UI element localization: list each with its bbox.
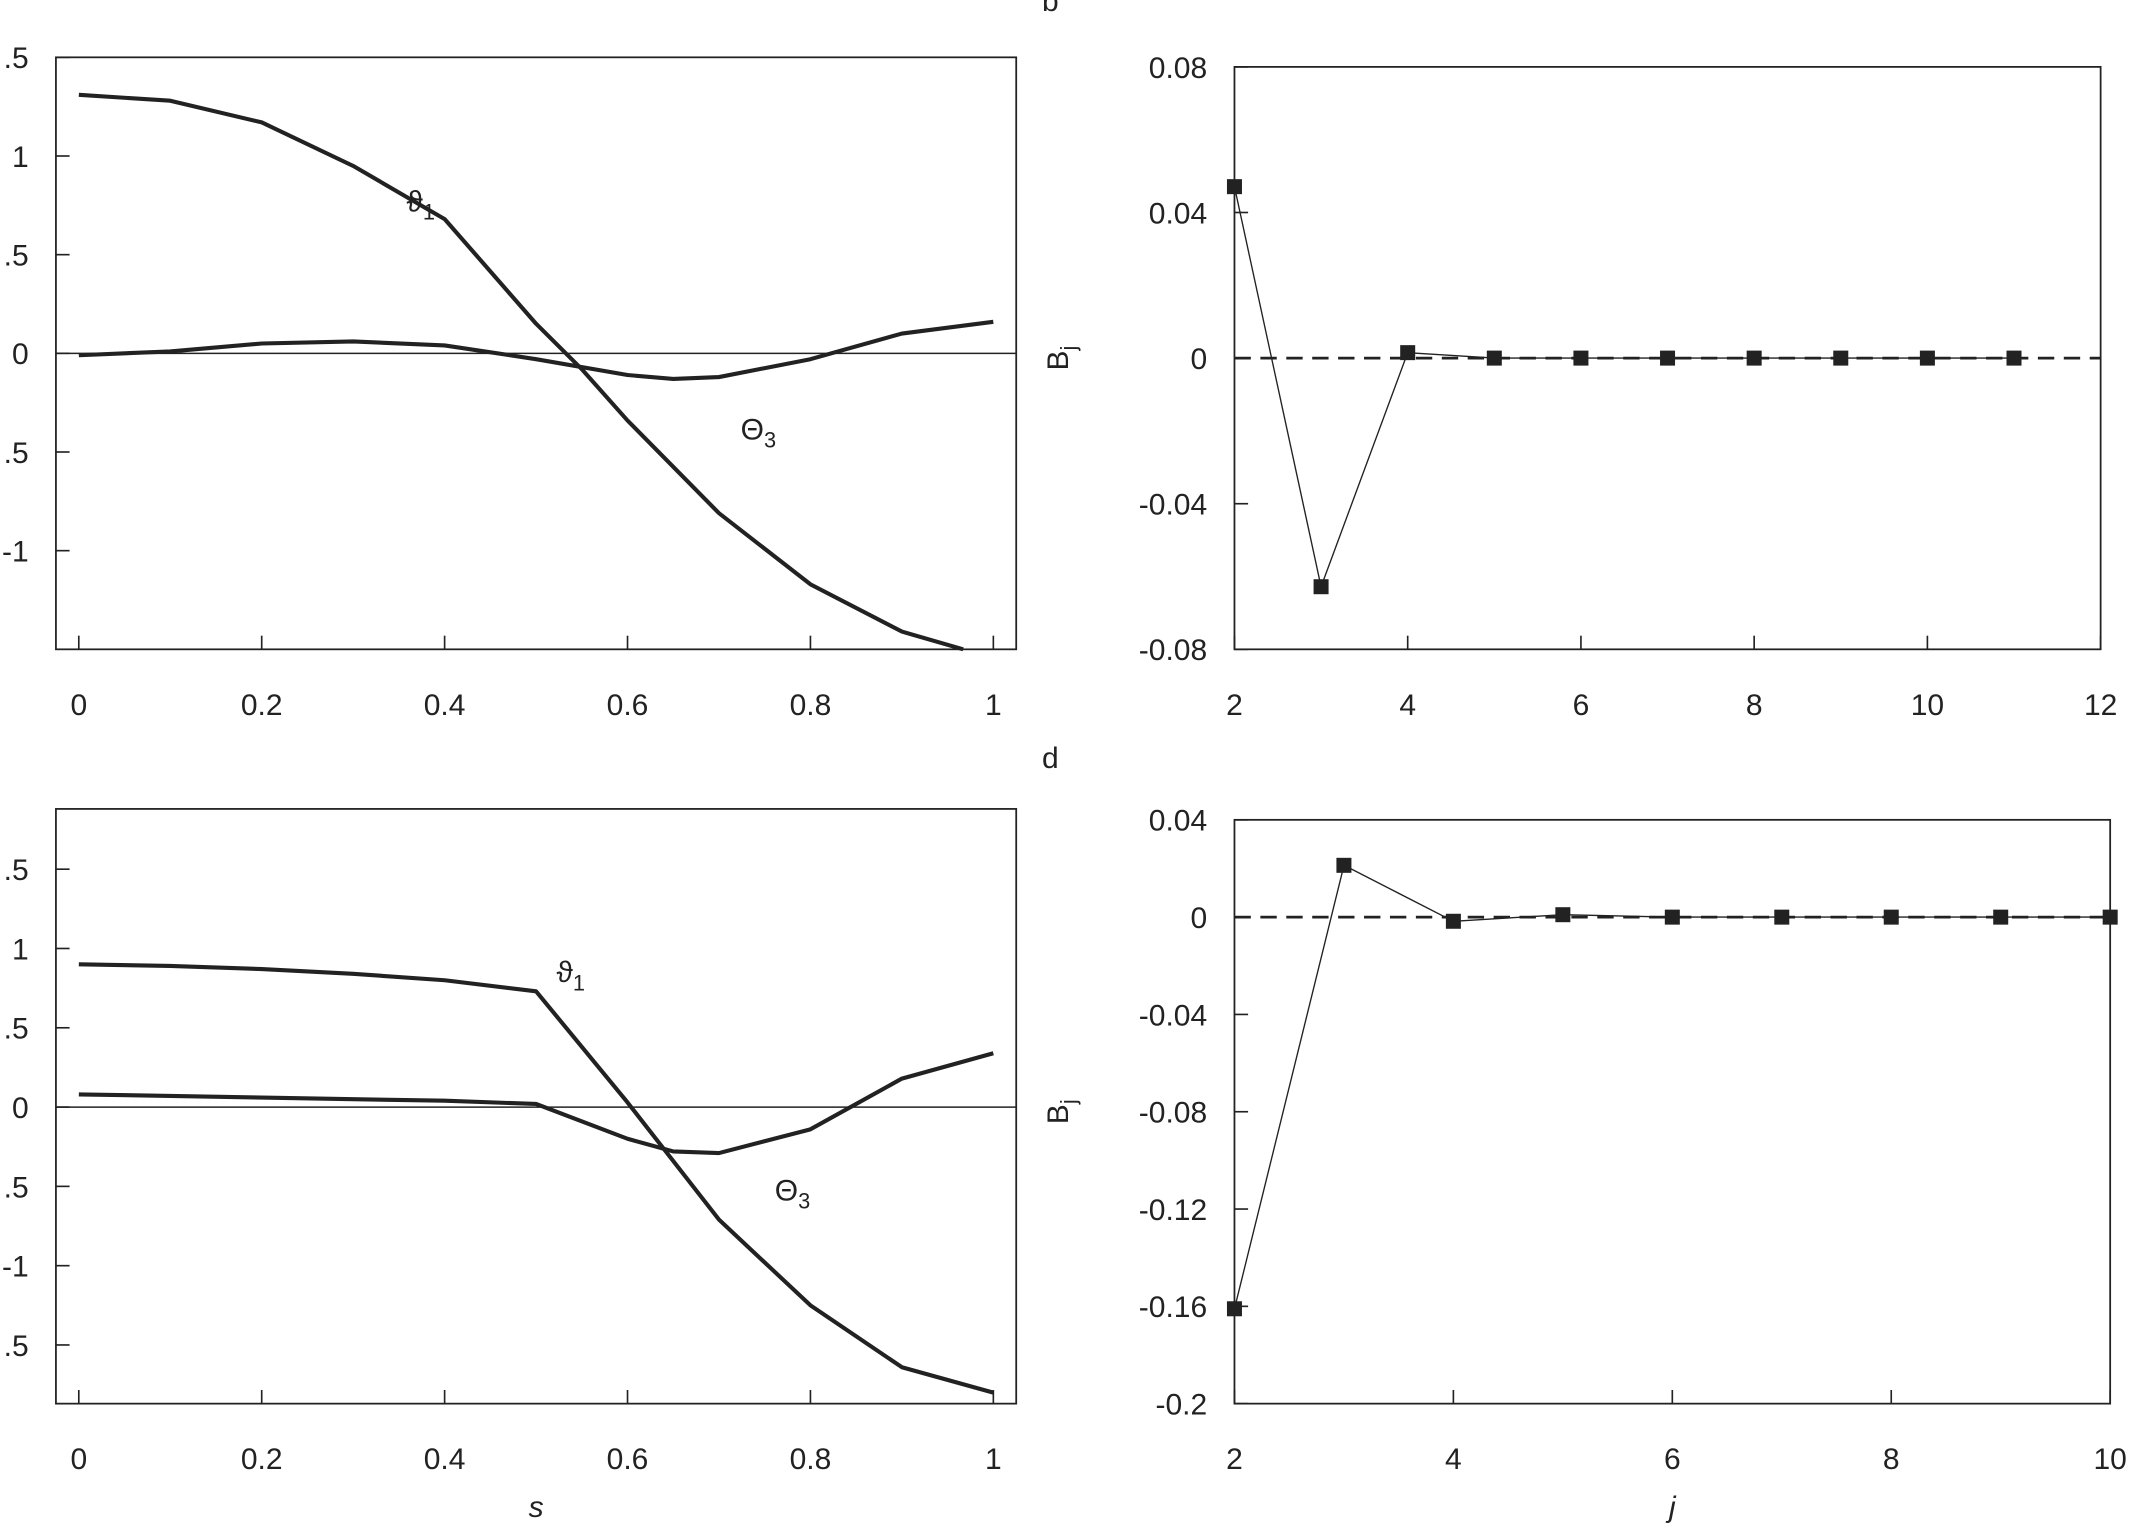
plot-frame	[1233, 818, 2112, 1405]
series-line	[1233, 864, 2111, 1310]
y-tick-label: 0	[12, 1092, 29, 1125]
y-tick-label: -0.2	[1155, 1389, 1207, 1422]
x-tick-label: 8	[1746, 689, 1763, 722]
series-label: ϑ1	[557, 956, 586, 995]
y-tick-label: 0	[1190, 343, 1207, 376]
marker	[1400, 345, 1416, 361]
y-tick-label: 0	[12, 338, 29, 371]
y-tick-label: -0.04	[1139, 489, 1207, 522]
series-line	[1233, 186, 2015, 588]
y-tick-label: .5	[4, 240, 29, 273]
series-line	[78, 319, 994, 382]
y-tick-label: 0.04	[1149, 805, 1207, 838]
y-tick-label: -0.16	[1139, 1291, 1207, 1324]
y-axis-label: Bj	[1042, 1099, 1081, 1124]
x-tick-label: 0.4	[424, 689, 466, 722]
x-tick-label: 0.4	[424, 1443, 466, 1476]
series-line	[78, 92, 964, 652]
y-tick-label: .5	[4, 1330, 29, 1363]
x-tick-label: 0.8	[790, 689, 832, 722]
x-tick-label: 12	[2084, 689, 2117, 722]
series-line	[78, 1051, 994, 1156]
marker	[1573, 350, 1589, 366]
x-tick-label: 4	[1399, 689, 1416, 722]
marker	[1226, 1301, 1242, 1317]
x-tick-label: 0	[70, 689, 87, 722]
series-label-sub: 1	[573, 970, 585, 995]
x-axis-label: s	[529, 1491, 544, 1524]
marker	[1226, 179, 1242, 195]
marker	[1336, 857, 1352, 873]
panel-letter: d	[1042, 742, 1059, 775]
y-tick-label: 1	[12, 933, 29, 966]
y-tick-label: -1	[2, 1251, 29, 1284]
series-label-main: ϑ	[557, 956, 574, 989]
x-tick-label: 10	[2093, 1443, 2126, 1476]
x-tick-label: 0.6	[607, 1443, 649, 1476]
x-axis-label: j	[1665, 1491, 1677, 1524]
marker	[1833, 350, 1849, 366]
y-tick-label: .5	[4, 42, 29, 75]
series-line	[78, 962, 994, 1395]
x-tick-label: 8	[1883, 1443, 1900, 1476]
marker	[1445, 913, 1461, 929]
y-axis-label-main: B	[1042, 1104, 1075, 1124]
series-label: Θ3	[741, 413, 776, 452]
marker	[1993, 909, 2009, 925]
y-axis-label-sub: j	[1056, 1099, 1081, 1105]
y-tick-label: -1	[2, 536, 29, 569]
marker	[1313, 579, 1329, 595]
panel-letter: b	[1042, 0, 1059, 18]
y-tick-label: .5	[4, 1171, 29, 1204]
y-tick-label: .5	[4, 1013, 29, 1046]
x-tick-label: 1	[985, 689, 1002, 722]
marker	[1486, 350, 1502, 366]
marker	[1883, 909, 1899, 925]
y-tick-label: .5	[4, 437, 29, 470]
x-tick-label: 0.2	[241, 1443, 283, 1476]
x-tick-label: 0	[70, 1443, 87, 1476]
y-tick-label: 1	[12, 141, 29, 174]
x-tick-label: 4	[1445, 1443, 1462, 1476]
x-tick-label: 0.8	[790, 1443, 832, 1476]
y-tick-label: -0.08	[1139, 1097, 1207, 1130]
y-tick-label: 0.08	[1149, 52, 1207, 85]
y-axis-label: Bj	[1042, 346, 1081, 371]
x-tick-label: 6	[1664, 1443, 1681, 1476]
y-axis-label-sub: j	[1056, 346, 1081, 352]
series-label: Θ3	[775, 1174, 810, 1213]
y-tick-label: -0.08	[1139, 634, 1207, 667]
y-tick-label: 0.04	[1149, 197, 1207, 230]
series-label: ϑ1	[406, 185, 435, 224]
y-tick-label: .5	[4, 854, 29, 887]
marker	[1555, 907, 1571, 923]
x-tick-label: 2	[1226, 1443, 1243, 1476]
series-label-main: ϑ	[406, 185, 423, 218]
x-tick-label: 6	[1573, 689, 1590, 722]
x-tick-label: 10	[1911, 689, 1944, 722]
marker	[1660, 350, 1676, 366]
series-label-sub: 1	[423, 200, 435, 225]
y-axis-label-main: B	[1042, 351, 1075, 371]
series-label-main: Θ	[741, 413, 764, 446]
x-tick-label: 0.2	[241, 689, 283, 722]
y-tick-label: -0.12	[1139, 1194, 1207, 1227]
series-label-main: Θ	[775, 1174, 798, 1207]
y-tick-label: -0.04	[1139, 999, 1207, 1032]
plot-frame	[55, 808, 1018, 1405]
series-label-sub: 3	[798, 1189, 810, 1214]
x-tick-label: 0.6	[607, 689, 649, 722]
marker	[1919, 350, 1935, 366]
y-tick-label: 0	[1190, 902, 1207, 935]
series-label-sub: 3	[764, 427, 776, 452]
marker	[2006, 350, 2022, 366]
marker	[1774, 909, 1790, 925]
marker	[1664, 909, 1680, 925]
marker	[1746, 350, 1762, 366]
x-tick-label: 2	[1226, 689, 1243, 722]
x-tick-label: 1	[985, 1443, 1002, 1476]
marker	[2102, 909, 2118, 925]
